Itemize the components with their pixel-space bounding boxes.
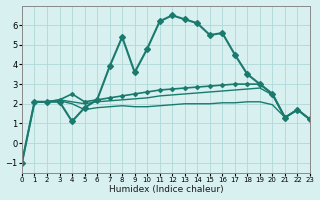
X-axis label: Humidex (Indice chaleur): Humidex (Indice chaleur) [109, 185, 223, 194]
